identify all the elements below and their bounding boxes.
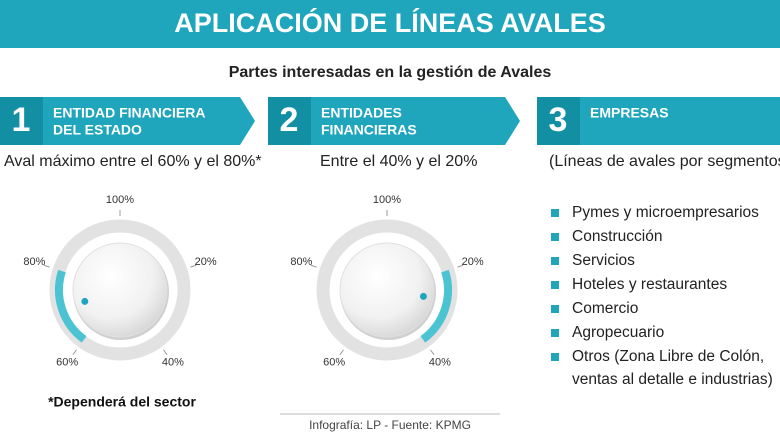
dial-tick — [339, 349, 344, 356]
bullet — [551, 209, 559, 217]
dial-knob — [72, 242, 168, 338]
dial-tick — [163, 349, 168, 356]
bullet — [551, 257, 559, 265]
segment-item: ventas al detalle e industrias) — [572, 371, 773, 388]
footnote: *Dependerá del sector — [48, 394, 196, 410]
step-number: 3 — [549, 101, 568, 139]
dial-indicator — [81, 297, 89, 305]
step-banner — [537, 97, 780, 145]
step-number-box — [537, 97, 580, 145]
step-caption: Entre el 40% y el 20% — [320, 153, 477, 170]
step-number-box — [268, 97, 311, 145]
bullet — [551, 329, 559, 337]
dial-label: 40% — [162, 357, 184, 369]
step-label: DEL ESTADO — [53, 122, 142, 138]
segment-item: Construcción — [572, 228, 662, 245]
dial-tick — [430, 349, 435, 356]
step-banner — [0, 97, 255, 145]
dial-knob — [339, 242, 435, 338]
bullet — [551, 353, 559, 361]
step-label: ENTIDAD FINANCIERA — [53, 105, 205, 121]
dial-label: 80% — [23, 256, 45, 268]
step-label: EMPRESAS — [590, 105, 669, 121]
dial-range — [55, 269, 87, 343]
dial-label: 20% — [195, 256, 217, 268]
dial-tick — [72, 349, 77, 356]
segment-item: Hoteles y restaurantes — [572, 276, 727, 293]
dial-tick — [43, 264, 50, 268]
bullet — [551, 305, 559, 313]
dial-label: 20% — [462, 256, 484, 268]
dial-label: 100% — [106, 194, 134, 206]
footer: Infografía: LP - Fuente: KPMG — [309, 418, 471, 432]
segment-item: Servicios — [572, 252, 635, 269]
step-number: 1 — [12, 101, 31, 139]
step-banner — [268, 97, 520, 145]
segment-item: Agropecuario — [572, 324, 664, 341]
bullet — [551, 281, 559, 289]
segment-item: Otros (Zona Libre de Colón, — [572, 348, 764, 365]
dial-indicator — [419, 292, 427, 300]
step-caption: (Líneas de avales por segmentos) — [549, 153, 780, 170]
title: APLICACIÓN DE LÍNEAS AVALES — [174, 7, 606, 38]
dial-label: 60% — [323, 357, 345, 369]
segment-item: Comercio — [572, 300, 638, 317]
step-number-box — [0, 97, 43, 145]
dial-tick — [190, 264, 197, 268]
segment-item: Pymes y microempresarios — [572, 204, 759, 221]
bullet — [551, 233, 559, 241]
dial-label: 80% — [290, 256, 312, 268]
step-label: ENTIDADES — [321, 105, 402, 121]
step-number: 2 — [280, 101, 299, 139]
dial-label: 40% — [429, 357, 451, 369]
dial-tick — [457, 264, 464, 268]
step-label: FINANCIERAS — [321, 122, 417, 138]
dial-range — [420, 269, 452, 343]
step-caption: Aval máximo entre el 60% y el 80%* — [4, 153, 262, 170]
dial-label: 60% — [56, 357, 78, 369]
subtitle: Partes interesadas en la gestión de Aval… — [229, 64, 552, 81]
title-bar — [0, 0, 780, 48]
dial-tick — [310, 264, 317, 268]
dial-label: 100% — [373, 194, 401, 206]
